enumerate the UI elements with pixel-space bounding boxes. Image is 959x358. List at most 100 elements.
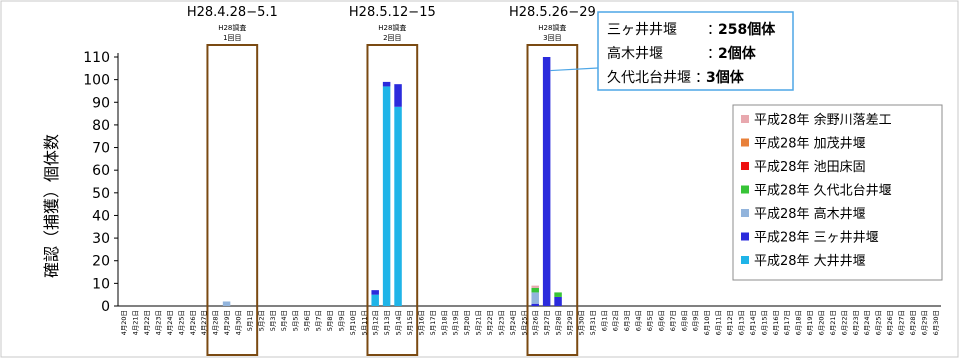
survey-date-label: H28.4.28−5.1: [187, 5, 278, 20]
x-tick-label: 6月16日: [772, 310, 780, 335]
x-tick-label: 5月6日: [303, 310, 311, 331]
legend-swatch: [741, 256, 749, 264]
bar-segment: [394, 84, 402, 107]
callout-site-name: 久代北台井堰: [607, 70, 691, 86]
x-tick-label: 6月17日: [783, 310, 791, 335]
x-tick-label: 6月14日: [749, 310, 757, 335]
x-tick-label: 4月22日: [143, 310, 151, 335]
survey-name-label: H28調査: [218, 23, 246, 32]
x-tick-label: 6月19日: [806, 310, 814, 335]
x-tick-label: 5月22日: [486, 310, 494, 335]
x-tick-label: 5月3日: [269, 310, 277, 331]
y-tick-label: 50: [92, 186, 110, 202]
y-tick-label: 20: [92, 254, 110, 270]
x-tick-label: 5月30日: [577, 310, 585, 335]
x-tick-label: 5月24日: [509, 310, 517, 335]
callout-value: 2個体: [718, 45, 757, 62]
callout-value: 3個体: [706, 69, 745, 86]
y-tick-label: 10: [92, 276, 110, 292]
bar-segment: [531, 287, 539, 293]
x-tick-label: 4月29日: [223, 310, 231, 335]
x-tick-label: 6月15日: [760, 310, 768, 335]
bar-segment: [371, 290, 379, 295]
x-tick-label: 6月30日: [932, 310, 940, 335]
x-tick-label: 5月12日: [372, 310, 380, 335]
x-tick-label: 4月28日: [212, 310, 220, 335]
y-tick-label: 100: [83, 73, 110, 89]
y-tick-label: 80: [92, 118, 110, 134]
callout-pointer: [550, 67, 599, 72]
x-tick-label: 6月10日: [703, 310, 711, 335]
x-tick-label: 6月26日: [886, 310, 894, 335]
legend-label: 平成28年 加茂井堰: [754, 137, 866, 152]
survey-round-label: 2回目: [383, 34, 401, 42]
x-tick-label: 5月17日: [429, 310, 437, 335]
bar-segment: [531, 285, 539, 288]
x-tick-label: 6月20日: [817, 310, 825, 335]
y-tick-label: 60: [92, 163, 110, 179]
x-tick-label: 6月28日: [909, 310, 917, 335]
y-tick-label: 0: [101, 299, 110, 315]
y-tick-label: 110: [83, 50, 110, 66]
bar-segment: [382, 86, 391, 306]
x-tick-label: 5月1日: [246, 310, 254, 331]
x-tick-label: 5月19日: [452, 310, 460, 335]
bars: [222, 57, 562, 306]
x-tick-label: 5月2日: [257, 310, 265, 331]
survey-round-label: 1回目: [223, 34, 241, 42]
y-tick-label: 30: [92, 231, 110, 247]
x-tick-label: 5月15日: [406, 310, 414, 335]
legend-swatch: [741, 232, 749, 241]
legend-label: 平成28年 久代北台井堰: [754, 184, 892, 199]
x-tick-label: 5月13日: [383, 310, 391, 335]
survey-boxes: H28.4.28−5.1 H28調査 1回目 H28.5.12−15 H28調査 2回目 H…: [187, 5, 596, 356]
legend-box: [732, 104, 943, 281]
x-tick-label: 5月25日: [520, 310, 528, 335]
survey-box: [526, 44, 579, 356]
callout-value: 258個体: [718, 21, 776, 38]
x-tick-label: 5月14日: [395, 310, 403, 335]
bar-segment: [531, 292, 539, 304]
x-tick-label: 4月26日: [189, 310, 197, 335]
legend-swatch: [741, 185, 749, 194]
x-tick-label: 6月13日: [737, 310, 745, 335]
legend-label: 平成28年 大井井堰: [754, 254, 866, 269]
x-tick-label: 6月1日: [600, 310, 608, 331]
survey-name-label: H28調査: [378, 23, 406, 32]
x-tick-label: 5月11日: [360, 310, 368, 335]
callout-box: [597, 11, 794, 91]
legend-label: 平成28年 池田床固: [754, 160, 866, 175]
x-tick-label: 4月23日: [155, 310, 163, 335]
x-tick-label: 6月22日: [840, 310, 848, 335]
x-tick-label: 4月30日: [235, 310, 243, 335]
x-tick-label: 4月25日: [177, 310, 185, 335]
x-tick-label: 5月31日: [589, 310, 597, 335]
legend-label: 平成28年 三ヶ井井堰: [754, 231, 879, 246]
x-tick-label: 5月26日: [532, 310, 540, 335]
callout-site-name: 三ヶ井井堰: [607, 22, 677, 38]
legend-swatch: [741, 138, 749, 147]
survey-date-label: H28.5.26−29: [509, 5, 596, 20]
x-tick-label: 4月21日: [132, 310, 140, 335]
x-tick-label: 5月23日: [497, 310, 505, 335]
legend-label: 平成28年 高木井堰: [754, 206, 866, 222]
bar-segment: [222, 301, 231, 306]
x-tick-label: 6月21日: [829, 310, 837, 335]
callout-separator: ：: [707, 46, 721, 62]
x-tick-label: 6月23日: [852, 310, 860, 335]
x-tick-label: 6月5日: [646, 310, 654, 331]
x-tick-label: 4月24日: [166, 310, 174, 335]
x-tick-label: 6月11日: [715, 310, 723, 335]
x-tick-label: 5月16日: [417, 310, 425, 335]
x-tick-label: 6月3日: [623, 310, 631, 331]
x-tick-label: 6月2日: [612, 310, 620, 331]
x-tick-label: 6月29日: [920, 310, 928, 335]
bar-segment: [394, 106, 402, 306]
bar-segment: [554, 292, 562, 297]
x-tick-label: 6月8日: [680, 310, 688, 331]
survey-box: [206, 44, 259, 356]
x-tick-label: 6月24日: [863, 310, 871, 335]
